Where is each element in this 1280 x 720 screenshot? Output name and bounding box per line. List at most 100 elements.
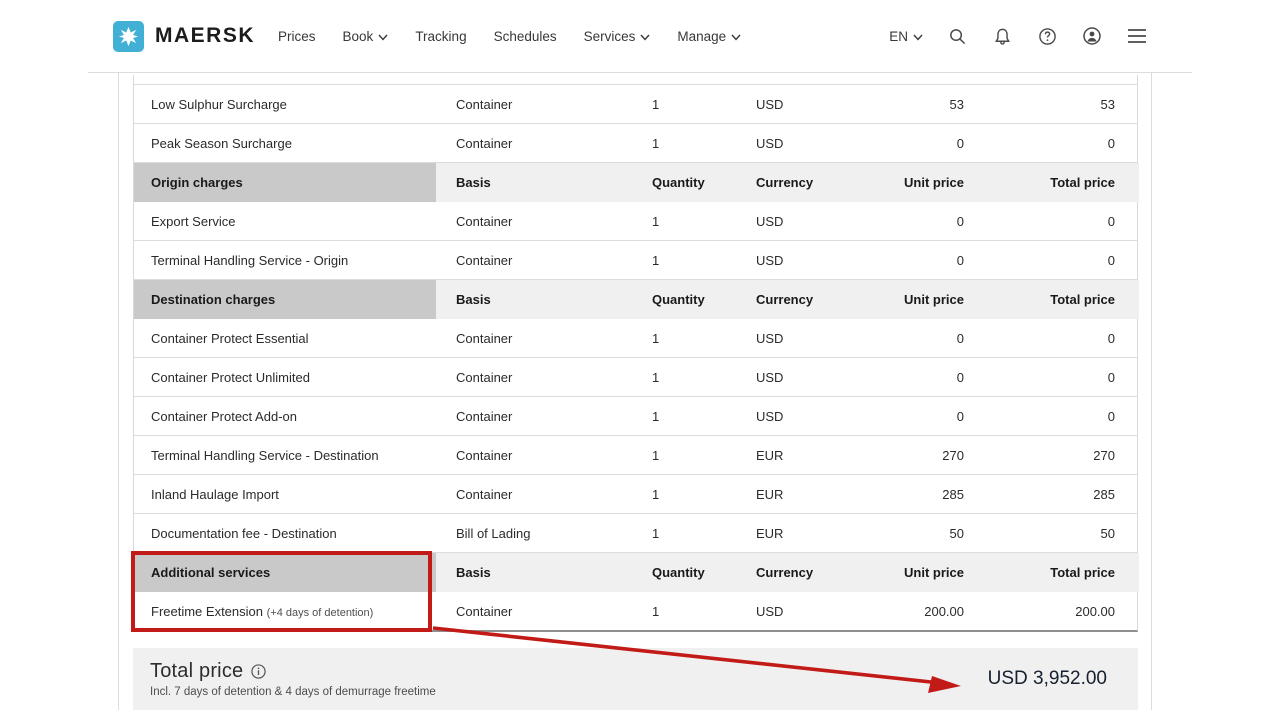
nav-item-book[interactable]: Book — [343, 29, 389, 44]
charge-unit-price: 200.00 — [924, 603, 964, 619]
search-icon[interactable] — [946, 25, 968, 47]
charge-name: Container Protect Unlimited — [151, 369, 310, 385]
charge-unit-price: 0 — [956, 369, 964, 385]
total-price-amount: USD 3,952.00 — [987, 668, 1107, 689]
section-header-destination-charges: Destination charges Basis Quantity Curre… — [134, 279, 1139, 319]
charge-basis: Container — [456, 369, 513, 385]
top-navigation: MAERSK Prices Book Tracking Schedules Se… — [0, 0, 1280, 72]
charge-total-price: 200.00 — [1075, 603, 1115, 619]
charge-unit-price: 53 — [949, 96, 964, 112]
column-header-quantity: Quantity — [566, 163, 736, 202]
charge-total-price: 0 — [1107, 252, 1115, 268]
charge-name: Export Service — [151, 213, 236, 229]
charge-basis: Container — [456, 486, 513, 502]
language-selector[interactable]: EN — [889, 29, 923, 44]
charge-currency: USD — [756, 135, 784, 151]
total-price-title: Total price — [150, 660, 244, 682]
charge-total-price: 270 — [1093, 447, 1115, 463]
section-header-additional-services: Additional services Basis Quantity Curre… — [134, 552, 1139, 592]
charge-total-price: 0 — [1107, 135, 1115, 151]
charge-name: Low Sulphur Surcharge — [151, 96, 287, 112]
table-row: Container Protect Essential Container 1 … — [134, 318, 1137, 357]
column-header-unit-price: Unit price — [856, 163, 986, 202]
table-row-freetime-extension: Freetime Extension (+4 days of detention… — [134, 591, 1137, 630]
section-header-origin-charges: Origin charges Basis Quantity Currency U… — [134, 162, 1139, 202]
charge-total-price: 0 — [1107, 369, 1115, 385]
help-icon[interactable] — [1036, 25, 1058, 47]
charge-name: Inland Haulage Import — [151, 486, 279, 502]
notifications-bell-icon[interactable] — [991, 25, 1013, 47]
charge-name: Freetime Extension (+4 days of detention… — [151, 603, 374, 619]
charge-currency: EUR — [756, 525, 784, 541]
charge-unit-price: 285 — [942, 486, 964, 502]
charge-currency: USD — [756, 603, 784, 619]
hamburger-menu-icon[interactable] — [1126, 25, 1148, 47]
charge-quantity: 1 — [652, 486, 660, 502]
charge-unit-price: 0 — [956, 135, 964, 151]
table-row: Terminal Handling Service - Origin Conta… — [134, 240, 1137, 279]
column-header-quantity: Quantity — [566, 280, 736, 319]
charge-quantity: 1 — [652, 213, 660, 229]
table-row: Documentation fee - Destination Bill of … — [134, 513, 1137, 552]
nav-item-schedules[interactable]: Schedules — [493, 28, 557, 44]
brand-wordmark: MAERSK — [155, 24, 256, 47]
charge-unit-price: 0 — [956, 330, 964, 346]
info-icon[interactable] — [251, 664, 267, 679]
column-header-currency: Currency — [736, 163, 856, 202]
nav-item-services[interactable]: Services — [584, 29, 651, 44]
nav-item-prices[interactable]: Prices — [278, 28, 316, 44]
charge-unit-price: 0 — [956, 213, 964, 229]
column-header-total-price: Total price — [986, 163, 1139, 202]
charge-name: Documentation fee - Destination — [151, 525, 337, 541]
charge-unit-price: 50 — [949, 525, 964, 541]
charge-quantity: 1 — [652, 252, 660, 268]
charge-quantity: 1 — [652, 96, 660, 112]
column-header-unit-price: Unit price — [856, 553, 986, 592]
column-header-basis: Basis — [436, 163, 566, 202]
column-header-basis: Basis — [436, 280, 566, 319]
charge-name: Terminal Handling Service - Origin — [151, 252, 349, 268]
charge-quantity: 1 — [652, 408, 660, 424]
charge-total-price: 285 — [1093, 486, 1115, 502]
nav-item-tracking[interactable]: Tracking — [415, 28, 467, 44]
table-row: Export Service Container 1 USD 0 0 — [134, 201, 1137, 240]
charge-basis: Container — [456, 603, 513, 619]
column-header-currency: Currency — [736, 280, 856, 319]
charge-name: Container Protect Add-on — [151, 408, 297, 424]
charge-basis: Container — [456, 447, 513, 463]
table-row: Inland Haulage Import Container 1 EUR 28… — [134, 474, 1137, 513]
column-header-unit-price: Unit price — [856, 280, 986, 319]
charge-total-price: 53 — [1100, 96, 1115, 112]
nav-utilities: EN — [889, 25, 1148, 47]
section-title: Destination charges — [134, 280, 436, 319]
charge-currency: USD — [756, 96, 784, 112]
charge-quantity: 1 — [652, 135, 660, 151]
account-icon[interactable] — [1081, 25, 1103, 47]
charge-basis: Container — [456, 252, 513, 268]
column-header-currency: Currency — [736, 553, 856, 592]
charge-name: Peak Season Surcharge — [151, 135, 292, 151]
charge-currency: EUR — [756, 447, 784, 463]
charge-quantity: 1 — [652, 525, 660, 541]
freetime-note: Incl. 7 days of detention & 4 days of de… — [150, 686, 436, 698]
column-header-total-price: Total price — [986, 280, 1139, 319]
nav-item-manage[interactable]: Manage — [677, 29, 741, 44]
maersk-logo[interactable]: MAERSK — [113, 20, 256, 52]
chevron-down-icon — [731, 34, 741, 41]
section-title: Origin charges — [134, 163, 436, 202]
charge-currency: USD — [756, 369, 784, 385]
nav-divider — [88, 72, 1192, 73]
charge-basis: Container — [456, 408, 513, 424]
charge-total-price: 50 — [1100, 525, 1115, 541]
charge-unit-price: 0 — [956, 252, 964, 268]
table-row: Container Protect Unlimited Container 1 … — [134, 357, 1137, 396]
table-row: Terminal Handling Service - Destination … — [134, 435, 1137, 474]
charge-basis: Container — [456, 213, 513, 229]
charge-quantity: 1 — [652, 369, 660, 385]
charge-basis: Container — [456, 330, 513, 346]
content-frame — [118, 73, 1152, 710]
charge-total-price: 0 — [1107, 408, 1115, 424]
table-row: Low Sulphur Surcharge Container 1 USD 53… — [134, 84, 1137, 123]
table-row: Container Protect Add-on Container 1 USD… — [134, 396, 1137, 435]
